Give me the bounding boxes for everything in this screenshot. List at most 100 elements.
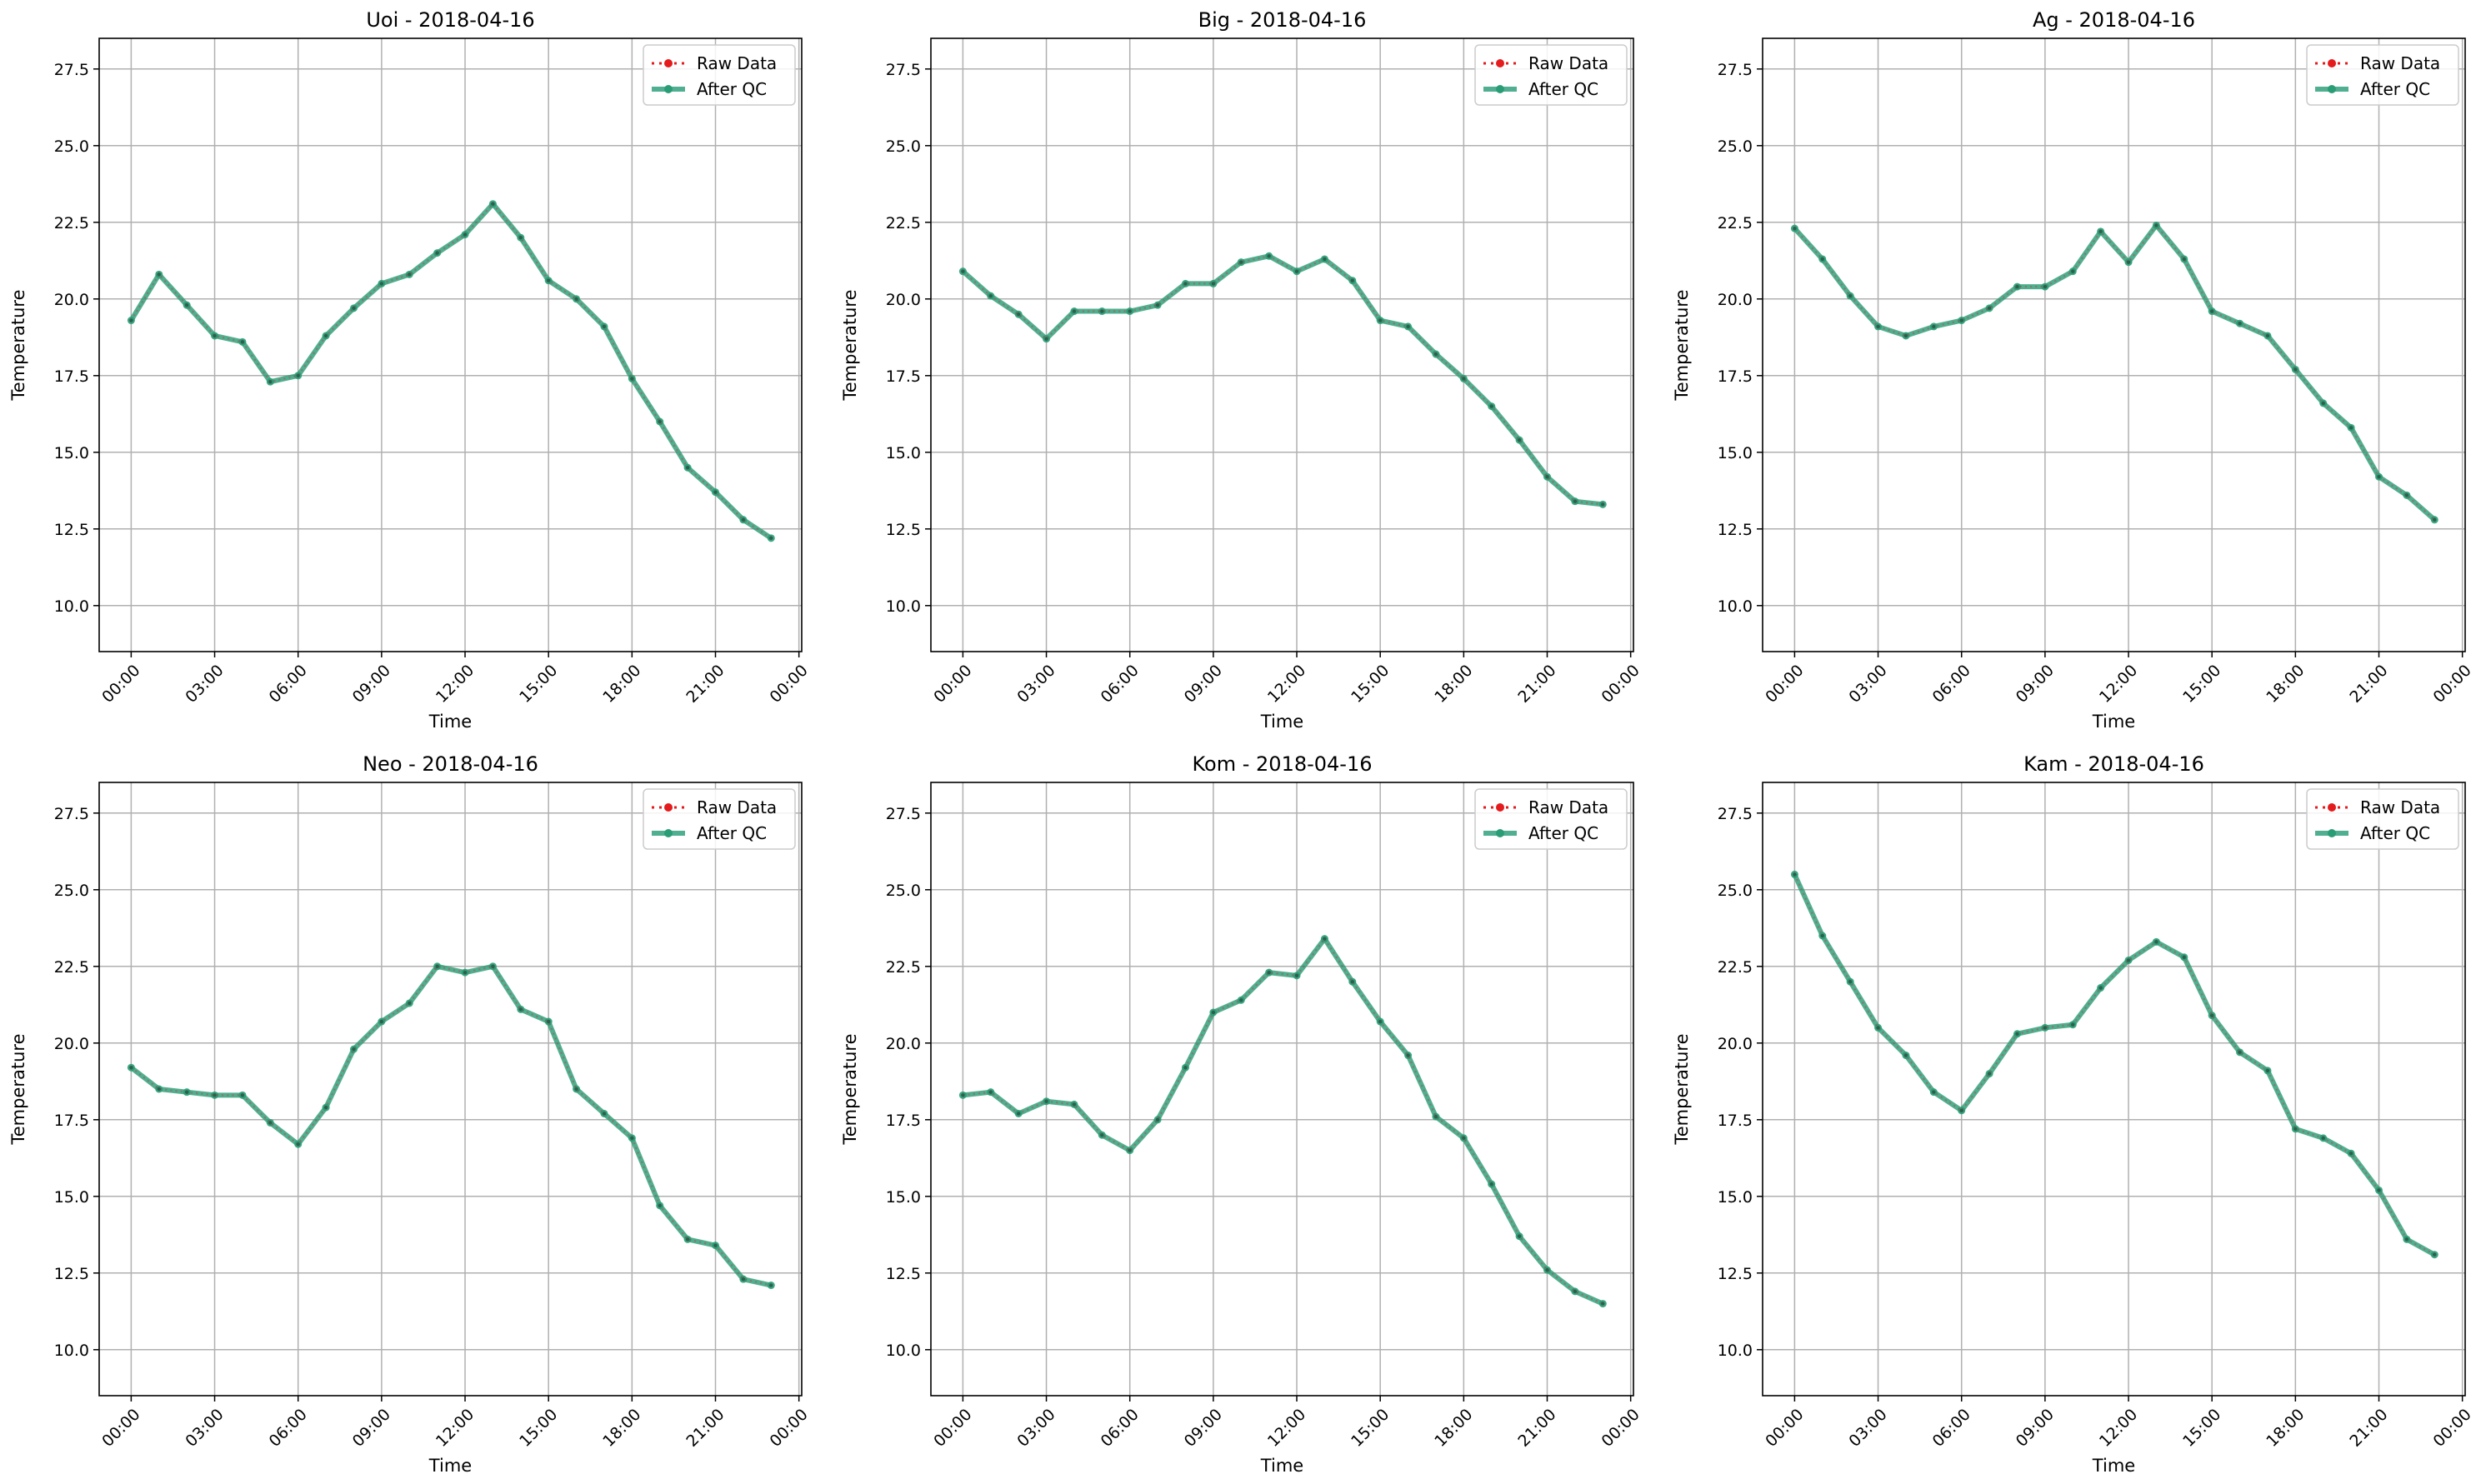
legend-marker-after-qc (2328, 829, 2336, 837)
series-line-after-qc (961, 253, 1603, 507)
y-tick-label: 15.0 (1718, 444, 1753, 462)
y-tick-label: 25.0 (886, 882, 921, 900)
point-raw-data (240, 340, 245, 344)
point-raw-data (1848, 980, 1853, 984)
point-raw-data (129, 1066, 133, 1070)
subplot-title: Kom - 2018-04-16 (1193, 752, 1373, 776)
subplot-2: Big - 2018-04-16 10.0 12.5 15.0 17.5 20.0 22.5… (840, 8, 1643, 732)
x-axis-label: Time (428, 1456, 472, 1476)
x-axis-label: Time (428, 712, 472, 732)
point-raw-data (2238, 322, 2242, 326)
y-tick-label: 20.0 (1718, 1035, 1753, 1053)
x-tick-label: 15:00 (1348, 662, 1393, 707)
legend-label-after-qc: After QC (1528, 79, 1598, 99)
point-raw-data (1183, 282, 1188, 286)
x-tick-label: 15:00 (516, 1406, 561, 1451)
y-tick-label: 12.5 (1718, 1265, 1753, 1283)
series-line-after-qc (1793, 222, 2437, 522)
x-tick-label: 03:00 (1845, 1406, 1890, 1451)
point-raw-data (1876, 324, 1880, 329)
legend-label-raw-data: Raw Data (697, 797, 777, 817)
axes-frame (930, 782, 1634, 1397)
point-raw-data (1072, 309, 1077, 313)
y-axis-label: Temperature (8, 289, 28, 401)
subplot-4: Neo - 2018-04-16 10.0 12.5 15.0 17.5 20.0 22.5… (8, 752, 812, 1476)
legend-marker-raw-data (1496, 59, 1504, 67)
point-raw-data (1601, 1302, 1605, 1306)
point-raw-data (961, 1093, 965, 1097)
point-raw-data (1016, 1112, 1021, 1116)
point-raw-data (2404, 1237, 2409, 1242)
x-tick-label: 06:00 (1929, 1406, 1974, 1451)
point-raw-data (713, 1243, 718, 1247)
x-tick-label: 06:00 (1098, 662, 1143, 707)
point-raw-data (1128, 309, 1132, 313)
point-raw-data (658, 419, 662, 424)
point-raw-data (1239, 998, 1243, 1002)
x-tick-label: 09:00 (2013, 662, 2058, 707)
y-tick-label: 25.0 (1718, 882, 1753, 900)
point-raw-data (1294, 973, 1299, 978)
y-tick-label: 12.5 (886, 521, 921, 539)
subplot-5: Kom - 2018-04-16 10.0 12.5 15.0 17.5 20.0 22.5… (840, 752, 1643, 1476)
axes-frame (98, 37, 803, 652)
x-tick-label: 06:00 (266, 662, 311, 707)
y-tick-label: 22.5 (886, 958, 921, 977)
point-raw-data (1350, 278, 1355, 282)
x-tick-label: 00:00 (98, 662, 143, 707)
point-raw-data (2154, 223, 2158, 227)
x-tick-label: 03:00 (182, 662, 227, 707)
point-raw-data (1517, 1234, 1522, 1238)
y-tick-label: 17.5 (1718, 1112, 1753, 1130)
point-raw-data (213, 333, 217, 338)
legend-label-raw-data: Raw Data (1528, 797, 1608, 817)
legend: Raw Data After QC (643, 788, 796, 850)
y-tick-label: 22.5 (54, 214, 89, 232)
point-raw-data (268, 1121, 273, 1125)
point-raw-data (129, 318, 133, 322)
legend-marker-raw-data (2328, 59, 2336, 67)
y-tick-label: 12.5 (54, 521, 89, 539)
point-raw-data (2265, 333, 2270, 338)
point-raw-data (352, 306, 356, 311)
x-tick-label: 18:00 (2263, 1406, 2308, 1451)
series-line-raw-data (963, 937, 1603, 1305)
point-raw-data (546, 1019, 551, 1024)
x-tick-label: 12:00 (433, 662, 478, 707)
point-raw-data (1016, 312, 1021, 317)
point-raw-data (2293, 367, 2298, 372)
legend-marker-after-qc (1496, 829, 1504, 837)
series-line-raw-data (130, 202, 772, 539)
x-tick-label: 18:00 (599, 1406, 644, 1451)
point-raw-data (296, 373, 300, 377)
point-raw-data (2377, 1188, 2381, 1192)
point-raw-data (658, 1203, 662, 1208)
point-raw-data (1433, 352, 1438, 357)
legend: Raw Data After QC (1474, 44, 1628, 106)
x-tick-label: 00:00 (767, 662, 812, 707)
point-raw-data (157, 272, 161, 277)
point-raw-data (1573, 499, 1578, 503)
subplot-title: Big - 2018-04-16 (1198, 8, 1367, 32)
x-tick-label: 03:00 (182, 1406, 227, 1451)
x-tick-label: 18:00 (599, 662, 644, 707)
point-raw-data (240, 1093, 245, 1097)
point-raw-data (1793, 226, 1797, 231)
point-raw-data (1128, 1148, 1132, 1152)
y-tick-label: 20.0 (1718, 291, 1753, 309)
x-tick-label: 09:00 (1181, 1406, 1226, 1451)
series-line-raw-data (962, 255, 1603, 506)
y-tick-label: 17.5 (886, 1112, 921, 1130)
point-raw-data (1378, 1019, 1383, 1024)
point-raw-data (1044, 337, 1048, 341)
y-tick-label: 25.0 (1718, 137, 1753, 156)
point-raw-data (518, 236, 523, 240)
point-raw-data (769, 1283, 773, 1287)
point-raw-data (1517, 437, 1522, 442)
point-raw-data (1987, 1072, 1992, 1076)
series-line-after-qc (1792, 873, 2436, 1257)
y-tick-label: 27.5 (1718, 805, 1753, 823)
point-raw-data (2071, 269, 2075, 273)
axes-frame (930, 37, 1634, 652)
legend-marker-raw-data (664, 59, 673, 67)
